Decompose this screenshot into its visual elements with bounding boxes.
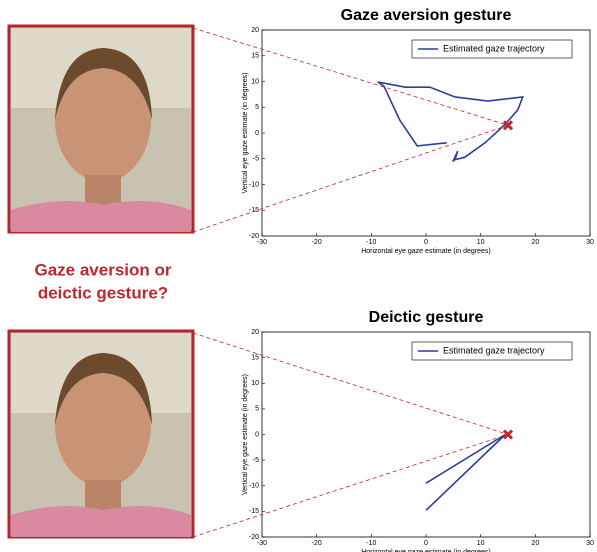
sight-line <box>192 332 509 435</box>
y-tick-label: -5 <box>253 156 259 163</box>
target-stroke <box>502 120 514 131</box>
legend-box <box>411 341 573 361</box>
target-stroke <box>502 429 514 440</box>
trajectory-line <box>425 433 506 511</box>
x-tick-label: 10 <box>477 540 485 547</box>
y-tick-label: -10 <box>249 181 259 188</box>
x-tick-label: 30 <box>586 239 594 246</box>
x-axis-label: Horizontal eye gaze estimate (in degrees… <box>361 549 491 552</box>
y-tick-label: 0 <box>255 431 259 438</box>
y-tick-label: 5 <box>255 406 259 413</box>
target-marker <box>502 120 514 131</box>
target-marker <box>502 429 514 440</box>
x-tick-label: -20 <box>312 540 322 547</box>
legend-label: Estimated gaze trajectory <box>443 43 545 53</box>
x-tick-label: 20 <box>531 540 539 547</box>
plot-frame <box>261 29 591 237</box>
chart-title: Deictic gesture <box>369 309 484 326</box>
y-tick-label: -15 <box>249 207 259 214</box>
x-tick-label: 20 <box>531 239 539 246</box>
x-tick-label: -30 <box>257 540 267 547</box>
question-line: Gaze aversion or <box>34 260 171 279</box>
y-tick-label: 15 <box>251 354 259 361</box>
x-tick-label: 0 <box>424 239 428 246</box>
y-axis-label: Vertical eye gaze estimate (in degrees) <box>242 72 249 193</box>
y-axis-label: Vertical eye gaze estimate (in degrees) <box>242 374 249 495</box>
chart-title: Gaze aversion gesture <box>341 7 512 24</box>
plot-frame <box>261 331 591 538</box>
x-tick-label: -10 <box>366 239 376 246</box>
y-tick-label: 5 <box>255 104 259 111</box>
photo-bottom <box>7 329 195 539</box>
y-tick-label: 10 <box>251 78 259 85</box>
x-tick-label: -20 <box>312 239 322 246</box>
y-tick-label: -15 <box>249 508 259 515</box>
y-tick-label: -20 <box>249 233 259 240</box>
y-tick-label: -10 <box>249 483 259 490</box>
question-line: deictic gesture? <box>38 283 168 302</box>
x-tick-label: 10 <box>477 239 485 246</box>
y-tick-label: 20 <box>251 329 259 336</box>
x-tick-label: -10 <box>366 540 376 547</box>
sight-line <box>192 434 509 538</box>
y-tick-label: 20 <box>251 27 259 34</box>
y-tick-label: 10 <box>251 380 259 387</box>
y-tick-label: 15 <box>251 53 259 60</box>
x-axis-label: Horizontal eye gaze estimate (in degrees… <box>361 248 491 255</box>
legend-label: Estimated gaze trajectory <box>443 345 545 355</box>
x-tick-label: -30 <box>257 239 267 246</box>
photo-top <box>7 24 195 234</box>
y-tick-label: 0 <box>255 130 259 137</box>
y-tick-label: -5 <box>253 457 259 464</box>
x-tick-label: 30 <box>586 540 594 547</box>
trajectory-line <box>377 81 524 163</box>
sight-line <box>192 27 509 126</box>
y-tick-label: -20 <box>249 534 259 541</box>
legend-box <box>411 39 573 59</box>
x-tick-label: 0 <box>424 540 428 547</box>
